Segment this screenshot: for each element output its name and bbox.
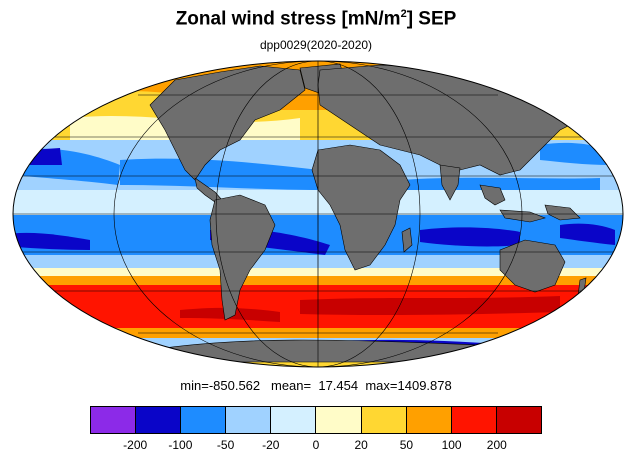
colorbar-segment [406,407,452,433]
stats-line: min=-850.562 mean= 17.454 max=1409.878 [180,378,452,393]
colorbar-segment [271,407,317,433]
map-title: Zonal wind stress [mN/m2] SEP [175,8,457,30]
colorbar-tick-label: 20 [354,438,368,452]
colorbar-tick-label: -200 [123,438,148,452]
colorbar-segment [451,407,497,433]
colorbar-segment [316,407,362,433]
colorbar-tick-label: -100 [168,438,193,452]
colorbar-tick-label: 100 [441,438,462,452]
map-subtitle: dpp0029(2020-2020) [259,38,373,52]
colorbar-tick-label: 50 [399,438,414,452]
colorbar-tick-label: 0 [312,438,320,452]
colorbar-segment [496,407,541,433]
colorbar [90,406,542,434]
colorbar-ticks: -200 -100 -50 -20 0 20 50 100 200 [90,438,542,456]
graticule [13,61,623,367]
colorbar-tick-label: 200 [486,438,507,452]
colorbar-tick-label: -50 [216,438,235,452]
colorbar-segment [181,407,227,433]
colorbar-tick-label: -20 [262,438,280,452]
colorbar-segment [226,407,272,433]
colorbar-segment [91,407,137,433]
colorbar-segment [361,407,407,433]
colorbar-segment [136,407,182,433]
globe-outline [12,60,624,368]
map-field [13,61,623,367]
